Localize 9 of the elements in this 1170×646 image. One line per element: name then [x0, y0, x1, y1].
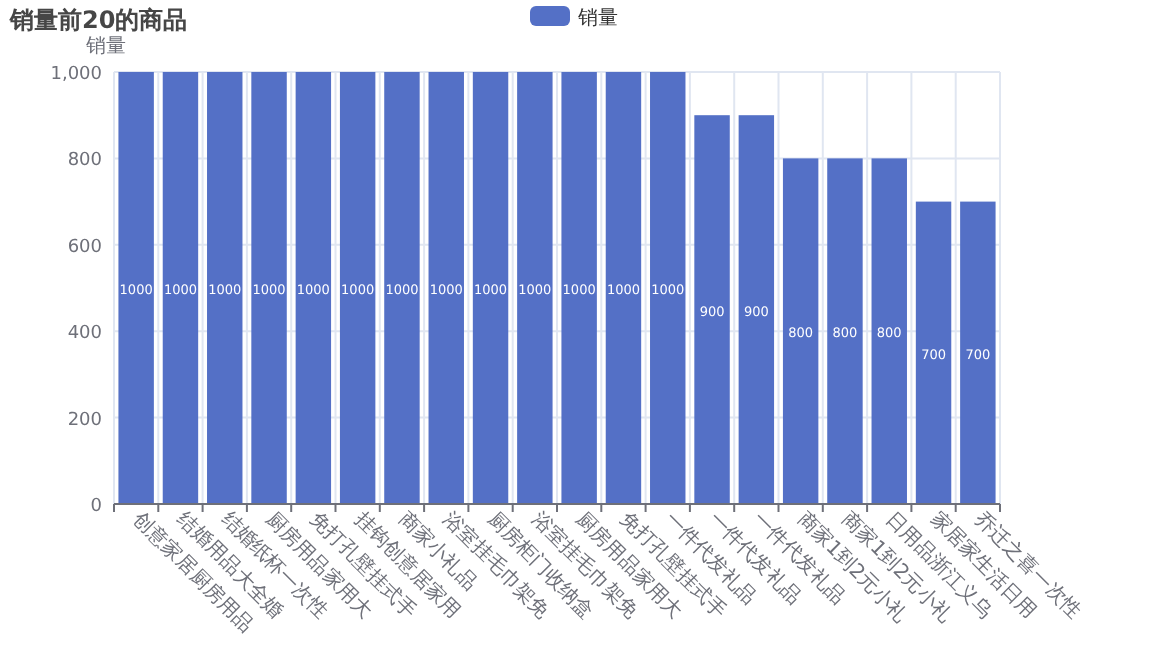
y-axis-title: 销量: [84, 36, 126, 58]
chart-title: 销量前20的商品: [8, 6, 188, 34]
legend-label: 销量: [576, 8, 618, 30]
y-tick-label: 600: [67, 237, 103, 258]
y-tick-label: 800: [67, 151, 103, 172]
y-tick-label: 0: [90, 497, 103, 517]
y-tick-label: 200: [67, 410, 103, 431]
y-tick-label: 400: [67, 324, 103, 345]
y-tick-label: 1,000: [50, 65, 103, 85]
